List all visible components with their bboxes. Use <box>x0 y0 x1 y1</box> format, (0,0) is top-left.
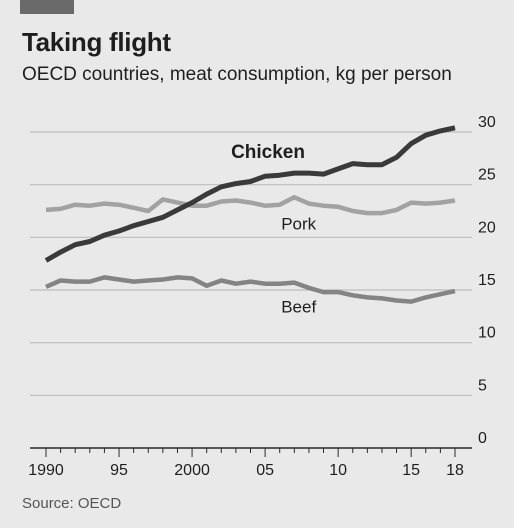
pork-series-label: Pork <box>281 214 316 233</box>
brand-accent-bar <box>20 0 74 14</box>
y-tick-label: 25 <box>478 167 496 184</box>
x-tick-label: 95 <box>110 462 128 479</box>
y-tick-label: 30 <box>478 114 496 131</box>
beef-line <box>45 275 456 304</box>
y-tick-label: 15 <box>478 272 496 289</box>
chicken-series-label: Chicken <box>231 142 305 163</box>
chart-title: Taking flight <box>22 27 171 57</box>
x-tick-label: 18 <box>446 462 464 479</box>
pork-line <box>45 195 456 216</box>
source-note: Source: OECD <box>22 495 122 512</box>
beef-series-label: Beef <box>281 298 316 317</box>
y-tick-label: 0 <box>478 430 487 447</box>
y-tick-label: 20 <box>478 219 496 236</box>
x-tick-label: 15 <box>402 462 420 479</box>
y-tick-label: 5 <box>478 377 487 394</box>
x-tick-label: 05 <box>256 462 274 479</box>
x-tick-label: 10 <box>329 462 347 479</box>
x-tick-label: 1990 <box>28 462 64 479</box>
chart-subtitle: OECD countries, meat consumption, kg per… <box>22 64 452 85</box>
x-tick-label: 2000 <box>174 462 210 479</box>
chicken-line <box>44 125 456 263</box>
y-tick-label: 10 <box>478 325 496 342</box>
